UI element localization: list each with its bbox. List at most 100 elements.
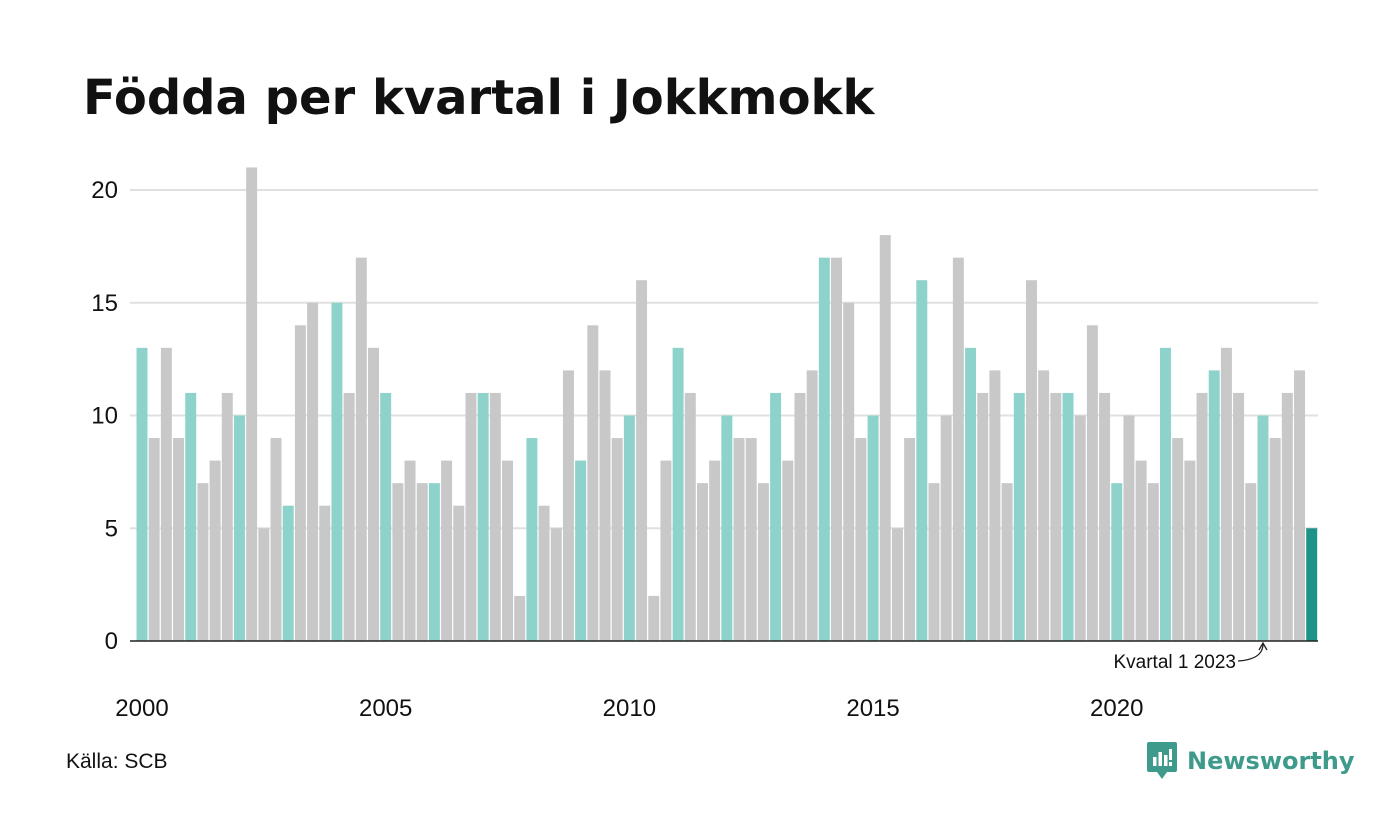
bar (185, 392, 197, 641)
bar (891, 528, 903, 641)
bar (526, 438, 538, 641)
bar (319, 505, 331, 641)
bar (1233, 392, 1245, 641)
bar (1038, 370, 1050, 641)
axes: 0 5 10 15 20 2000 2005 2010 2015 2020 (91, 177, 1318, 722)
bar (696, 483, 708, 641)
bar (489, 392, 501, 641)
bar (173, 438, 185, 641)
bar (575, 460, 587, 641)
bar (1025, 280, 1037, 641)
bar (392, 483, 404, 641)
x-tick-label: 2020 (1090, 695, 1143, 722)
bar (441, 460, 453, 641)
bar (916, 280, 928, 641)
bar (1123, 415, 1135, 641)
bar (904, 438, 916, 641)
y-tick-label: 5 (105, 515, 118, 542)
annotation-label: Kvartal 1 2023 (1113, 652, 1236, 673)
bar (831, 257, 842, 641)
bar (514, 595, 526, 641)
bar (1001, 483, 1013, 641)
bar (270, 438, 282, 641)
bar (660, 460, 672, 641)
bar (1172, 438, 1184, 641)
bar (599, 370, 611, 641)
bar (879, 235, 891, 641)
brand-name: Newsworthy (1187, 747, 1355, 775)
bar (148, 438, 160, 641)
bar (1281, 392, 1293, 641)
bar (246, 167, 258, 641)
bar (1147, 483, 1159, 641)
x-tick-label: 2000 (115, 695, 168, 722)
bar (343, 392, 355, 641)
bar (965, 347, 977, 641)
x-tick-label: 2015 (846, 695, 899, 722)
bar (428, 483, 440, 641)
bar (709, 460, 721, 641)
bar (331, 302, 343, 641)
y-tick-label: 15 (91, 290, 118, 317)
bar (160, 347, 172, 641)
annotation: Kvartal 1 2023 (1113, 641, 1268, 673)
bar (1306, 528, 1318, 641)
newsworthy-logo-icon (1147, 742, 1177, 779)
bar (721, 415, 733, 641)
bar (928, 483, 940, 641)
bar (977, 392, 989, 641)
y-tick-label: 10 (91, 403, 118, 430)
bar (794, 392, 806, 641)
bar (258, 528, 270, 641)
bar (989, 370, 1001, 641)
bar (136, 347, 148, 641)
bar (867, 415, 879, 641)
bar (502, 460, 514, 641)
bar (1269, 438, 1281, 641)
bar (562, 370, 574, 641)
bar (538, 505, 550, 641)
bar (1013, 392, 1025, 641)
bar (294, 325, 306, 641)
bar (233, 415, 245, 641)
y-tick-label: 20 (91, 177, 118, 204)
x-tick-label: 2010 (603, 695, 656, 722)
chart-title: Födda per kvartal i Jokkmokk (83, 70, 875, 126)
bar (587, 325, 599, 641)
bar (355, 257, 367, 641)
bar (611, 438, 623, 641)
bar (1099, 392, 1111, 641)
bar (770, 392, 782, 641)
bar (818, 257, 830, 641)
bar (745, 438, 757, 641)
annotation-arrowhead (1258, 641, 1268, 651)
bar (465, 392, 477, 641)
x-tick-label: 2005 (359, 695, 412, 722)
bar (221, 392, 233, 641)
bar (1062, 392, 1074, 641)
bar (404, 460, 416, 641)
bar (197, 483, 209, 641)
bar (550, 528, 562, 641)
bar (684, 392, 696, 641)
bar (1111, 483, 1123, 641)
source-label: Källa: SCB (66, 750, 168, 773)
bar (672, 347, 684, 641)
bar (855, 438, 867, 641)
bar (1196, 392, 1208, 641)
bar (757, 483, 769, 641)
bar (733, 438, 745, 641)
bar (1245, 483, 1257, 641)
bar (1086, 325, 1098, 641)
bar (1184, 460, 1196, 641)
bar (782, 460, 794, 641)
bar (952, 257, 964, 641)
bar (1294, 370, 1306, 641)
bar (1160, 347, 1171, 641)
bar (1050, 392, 1062, 641)
bar (1257, 415, 1269, 641)
annotation-arrow (1237, 643, 1264, 662)
bar (453, 505, 465, 641)
y-tick-label: 0 (105, 628, 118, 655)
